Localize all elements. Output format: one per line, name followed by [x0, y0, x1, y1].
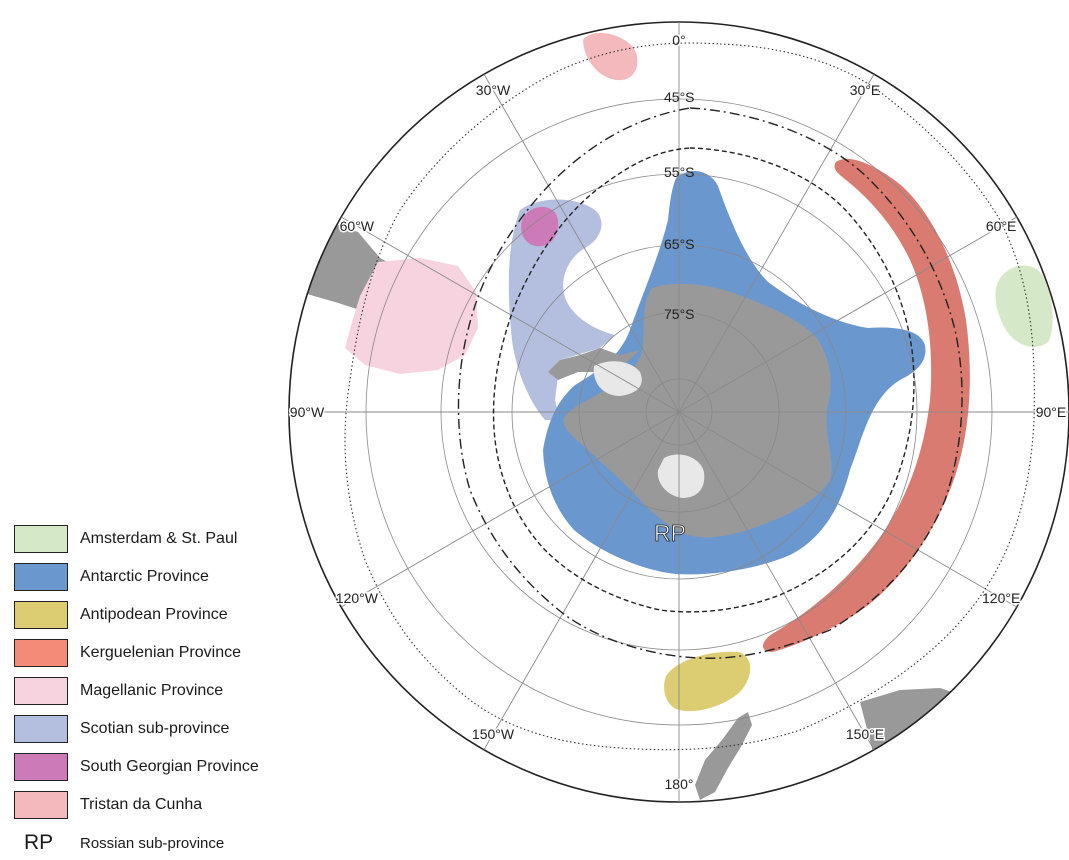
- legend-label: Scotian sub-province: [80, 720, 229, 738]
- longitude-label: 150°E: [846, 726, 884, 742]
- legend-label: Tristan da Cunha: [80, 796, 202, 814]
- legend-item: Tristan da Cunha: [14, 786, 259, 824]
- legend-rp-label: Rossian sub-province: [80, 835, 224, 852]
- amsterdam-region: [995, 265, 1052, 346]
- legend: Amsterdam & St. Paul Antarctic Province …: [14, 520, 259, 860]
- legend-swatch-tristan: [14, 791, 68, 819]
- legend-label: South Georgian Province: [80, 758, 259, 776]
- legend-label: Amsterdam & St. Paul: [80, 530, 237, 548]
- legend-swatch-scotian: [14, 715, 68, 743]
- longitude-label: 90°W: [290, 404, 325, 420]
- antipodean-region: [664, 652, 750, 711]
- legend-swatch-amsterdam: [14, 525, 68, 553]
- legend-swatch-south-georgian: [14, 753, 68, 781]
- meridian-lines: 0° 30°E 60°E 90°E 120°E 150°E 180° 150°W 120°W 90…: [289, 22, 1069, 802]
- longitude-label: 120°E: [982, 590, 1020, 606]
- legend-item: South Georgian Province: [14, 748, 259, 786]
- legend-swatch-kerguelenian: [14, 639, 68, 667]
- legend-swatch-magellanic: [14, 677, 68, 705]
- legend-swatch-antarctic: [14, 563, 68, 591]
- legend-label: Kerguelenian Province: [80, 644, 241, 662]
- legend-label: Magellanic Province: [80, 682, 223, 700]
- longitude-label: 60°W: [340, 218, 375, 234]
- longitude-label: 180°: [665, 776, 694, 792]
- legend-item: Amsterdam & St. Paul: [14, 520, 259, 558]
- lat-label-65s: 65°S: [664, 236, 695, 252]
- longitude-label: 30°E: [850, 82, 881, 98]
- legend-item: Antipodean Province: [14, 596, 259, 634]
- longitude-label: 90°E: [1036, 404, 1067, 420]
- lat-label-45s: 45°S: [664, 89, 695, 105]
- legend-label: Antarctic Province: [80, 568, 209, 586]
- tristan-region: [583, 33, 637, 80]
- longitude-label: 0°: [672, 32, 685, 48]
- longitude-label: 60°E: [986, 218, 1017, 234]
- legend-label: Antipodean Province: [80, 606, 228, 624]
- lat-label-75s: 75°S: [664, 306, 695, 322]
- legend-item: Scotian sub-province: [14, 710, 259, 748]
- longitude-label: 120°W: [336, 590, 379, 606]
- longitude-label: 30°W: [476, 82, 511, 98]
- legend-item: Magellanic Province: [14, 672, 259, 710]
- legend-rp-code: RP: [14, 831, 68, 855]
- map-rp-label: RP: [654, 520, 686, 546]
- longitude-label: 150°W: [472, 726, 515, 742]
- legend-item: Antarctic Province: [14, 558, 259, 596]
- new-zealand-landmass: [695, 712, 752, 800]
- legend-item: Kerguelenian Province: [14, 634, 259, 672]
- legend-rp-row: RP Rossian sub-province: [14, 826, 259, 860]
- lat-label-55s: 55°S: [664, 164, 695, 180]
- legend-swatch-antipodean: [14, 601, 68, 629]
